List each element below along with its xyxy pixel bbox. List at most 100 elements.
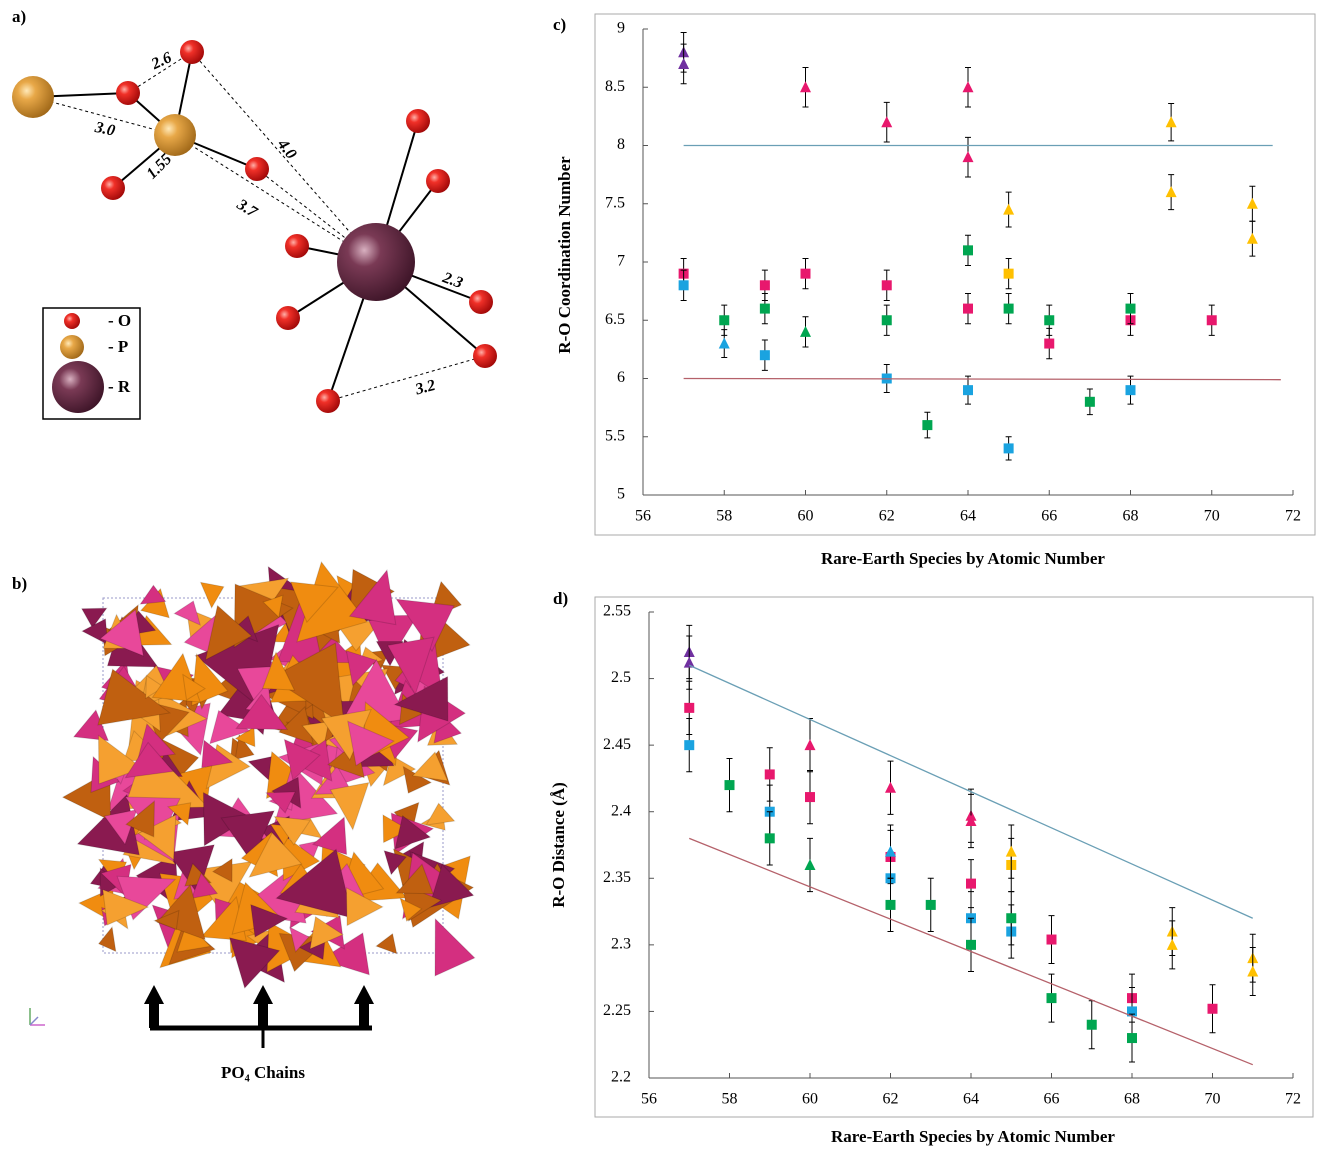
y-tick-label: 8.5 [605, 78, 625, 95]
data-point [1085, 397, 1095, 407]
legend-label: - P [108, 337, 128, 356]
data-point [760, 304, 770, 314]
chart-frame [595, 597, 1313, 1117]
polyhedra-render: b) PO₄ Chains [12, 562, 475, 1082]
x-tick-label: 72 [1285, 1091, 1301, 1108]
data-point [1207, 315, 1217, 325]
data-point [760, 350, 770, 360]
data-point [882, 280, 892, 290]
data-point [1044, 315, 1054, 325]
y-axis-title: R-O Distance (Å) [549, 782, 568, 908]
data-point [1208, 1004, 1218, 1014]
data-point [1247, 198, 1258, 209]
x-tick-label: 72 [1285, 508, 1301, 525]
y-tick-label: 2.3 [611, 936, 631, 953]
x-tick-label: 68 [1123, 508, 1139, 525]
y-tick-label: 7.5 [605, 194, 625, 211]
polyhedron-face [435, 919, 475, 976]
x-tick-label: 70 [1204, 508, 1220, 525]
y-tick-label: 8 [617, 136, 625, 153]
data-point [963, 385, 973, 395]
chart: d) Rare-Earth Species by Atomic Number R-O… [549, 589, 1313, 1146]
x-axis-title: Rare-Earth Species by Atomic Number [821, 549, 1105, 568]
y-tick-label: 7 [617, 253, 625, 270]
x-tick-label: 56 [635, 508, 651, 525]
data-point [1126, 385, 1136, 395]
x-tick-label: 62 [883, 1091, 899, 1108]
data-point [1047, 993, 1057, 1003]
data-point [963, 151, 974, 162]
y-tick-label: 2.45 [603, 736, 631, 753]
legend-label: - O [108, 311, 131, 330]
data-point [1247, 233, 1258, 244]
data-point [1003, 204, 1014, 215]
data-point [805, 859, 816, 870]
data-point [765, 833, 775, 843]
data-point [963, 245, 973, 255]
data-point [805, 739, 816, 750]
y-tick-label: 6.5 [605, 311, 625, 328]
x-tick-label: 60 [798, 508, 814, 525]
y-tick-label: 2.35 [603, 869, 631, 886]
data-point [801, 269, 811, 279]
data-point [886, 900, 896, 910]
data-point [1247, 965, 1258, 976]
x-tick-label: 60 [802, 1091, 818, 1108]
y-tick-label: 2.25 [603, 1002, 631, 1019]
x-tick-label: 62 [879, 508, 895, 525]
data-point [1047, 935, 1057, 945]
data-point [1167, 939, 1178, 950]
x-tick-label: 70 [1205, 1091, 1221, 1108]
data-point [678, 58, 689, 69]
structure-diagram: a) 2.6 3.0 4.0 1.55 3.7 2.3 3.2 - O - P … [12, 7, 497, 419]
annotation: PO₄ Chains [221, 1063, 305, 1082]
fit-line [684, 379, 1281, 380]
distance-label: 3.2 [413, 377, 438, 399]
x-tick-label: 64 [963, 1091, 979, 1108]
data-point [882, 315, 892, 325]
data-point [963, 81, 974, 92]
data-point [1044, 339, 1054, 349]
data-point [966, 940, 976, 950]
y-tick-label: 9 [617, 20, 625, 37]
y-tick-label: 2.2 [611, 1069, 631, 1086]
panel-label: c) [553, 15, 566, 34]
data-point [800, 326, 811, 337]
panel-label: d) [553, 589, 568, 608]
data-point [1127, 1033, 1137, 1043]
polyhedron-face [376, 934, 397, 954]
chart-frame [595, 14, 1315, 535]
data-point [1166, 116, 1177, 127]
data-point [719, 338, 730, 349]
panel-label: a) [12, 7, 26, 26]
data-point [926, 900, 936, 910]
polyhedron-face [174, 601, 200, 625]
data-point [805, 792, 815, 802]
data-point [1006, 913, 1016, 923]
data-point [725, 780, 735, 790]
panel-label: b) [12, 574, 27, 593]
data-point [922, 420, 932, 430]
polyhedron-face [330, 783, 368, 830]
distance-label: 2.6 [148, 49, 174, 73]
y-tick-label: 5 [617, 486, 625, 503]
data-point [1004, 443, 1014, 453]
data-point [719, 315, 729, 325]
x-tick-label: 58 [722, 1091, 738, 1108]
data-point [684, 703, 694, 713]
data-point [885, 782, 896, 793]
data-point [1004, 269, 1014, 279]
distance-label: 3.0 [92, 119, 116, 140]
y-tick-label: 5.5 [605, 427, 625, 444]
polyhedron-face [201, 582, 224, 608]
data-point [963, 304, 973, 314]
data-point [1087, 1020, 1097, 1030]
data-point [966, 879, 976, 889]
x-axis-title: Rare-Earth Species by Atomic Number [831, 1127, 1115, 1146]
polyhedron-face [426, 803, 454, 825]
figure: a) 2.6 3.0 4.0 1.55 3.7 2.3 3.2 - O - P … [0, 0, 1324, 1149]
data-point [885, 846, 896, 857]
data-point [881, 116, 892, 127]
data-point [760, 280, 770, 290]
legend-label: - R [108, 377, 131, 396]
